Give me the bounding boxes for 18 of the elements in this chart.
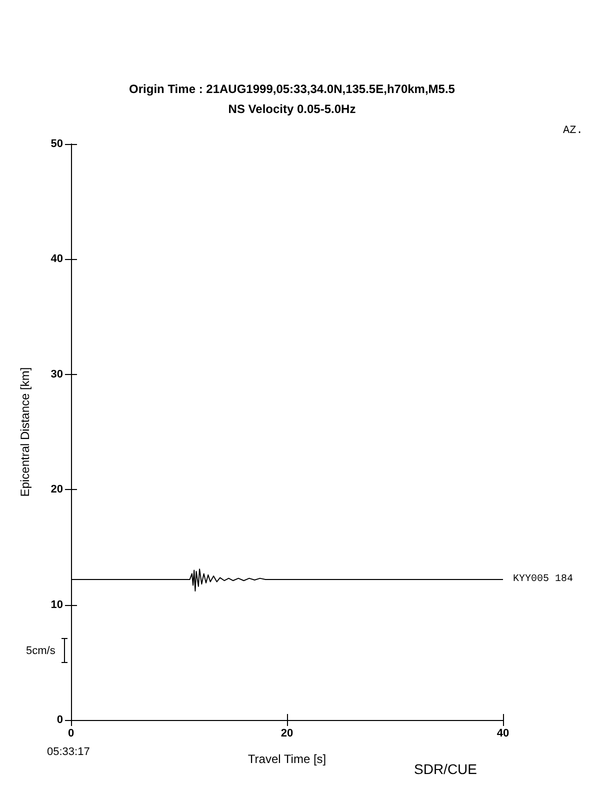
- text: SDR/CUE: [414, 761, 478, 777]
- x-tick-label: 20: [280, 728, 294, 740]
- y-tick-label: 10: [50, 598, 63, 611]
- chart-title: Origin Time : 21AUG1999,05:33,34.0N,135.5E,h70km,M5.5: [129, 82, 456, 96]
- y-axis-title: Epicentral Distance [km]: [18, 367, 32, 497]
- y-tick-label: 40: [50, 253, 63, 266]
- y-tick-label: 30: [50, 368, 63, 380]
- chart-subtitle: NS Velocity 0.05-5.0Hz: [228, 102, 356, 116]
- series-label: KYY005 184: [513, 574, 574, 585]
- y-tick-label: 0: [56, 714, 63, 726]
- text: AZ.: [563, 125, 583, 137]
- x-tick-label: 40: [496, 728, 510, 740]
- y-tick-label: 50: [50, 138, 63, 150]
- x-tick-label: 0: [68, 728, 74, 740]
- y-tick-label: 20: [50, 484, 63, 496]
- text: 05:33:17: [47, 746, 90, 758]
- x-axis-title: Travel Time [s]: [248, 752, 326, 766]
- text: 5cm/s: [26, 645, 56, 657]
